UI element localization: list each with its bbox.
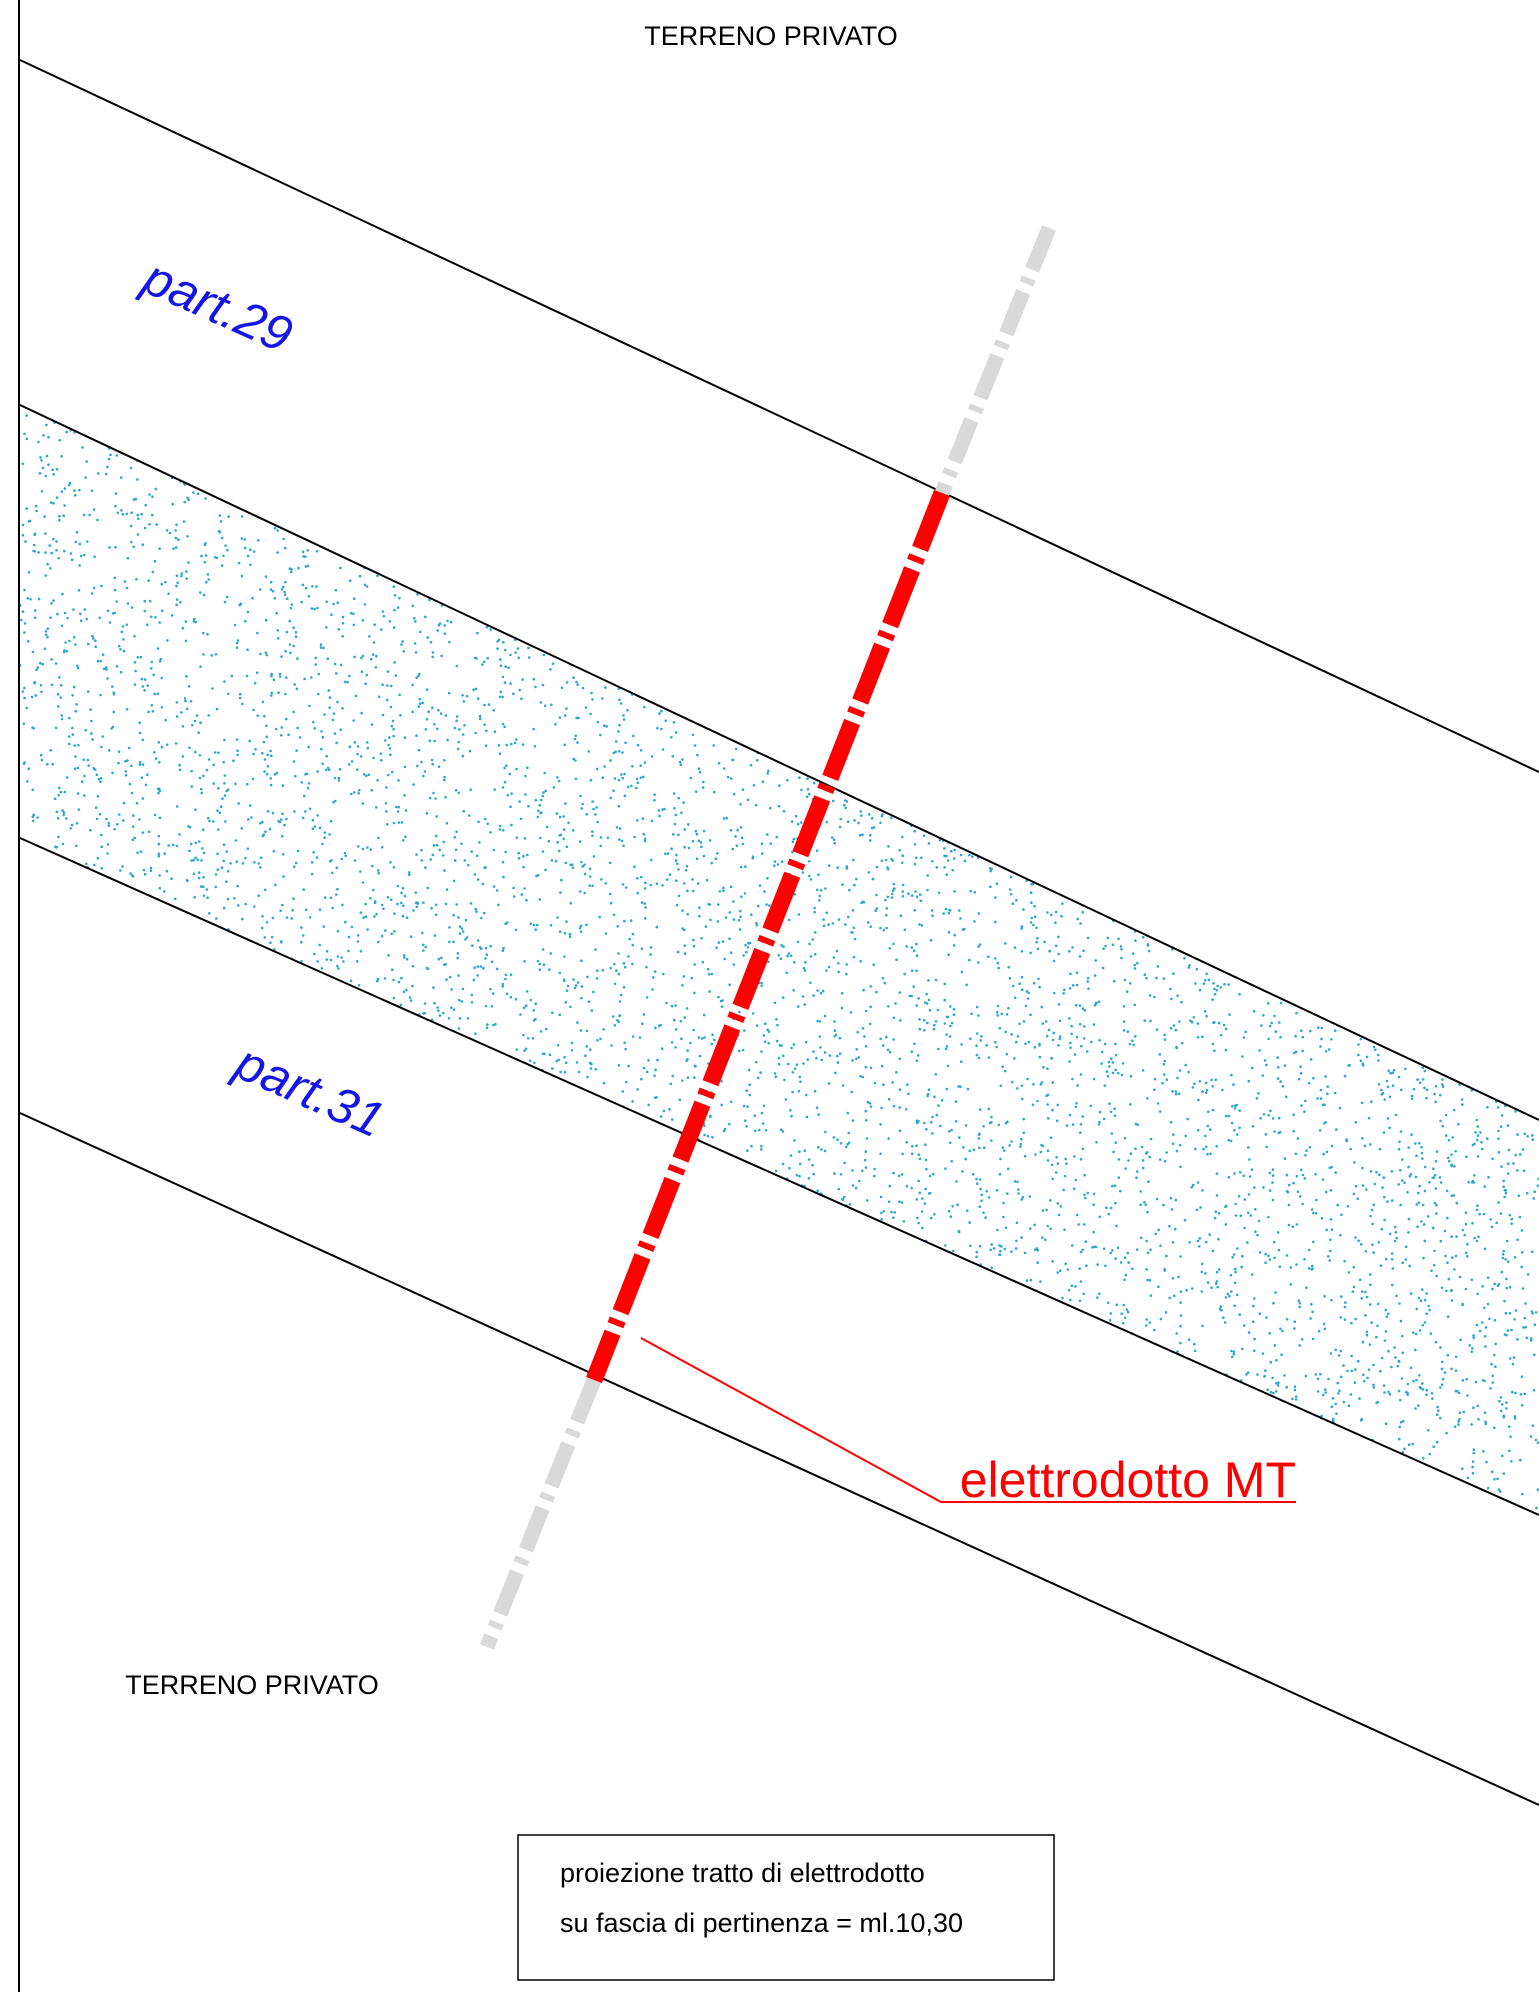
bottom-label: TERRENO PRIVATO	[125, 1670, 379, 1700]
note-line-1: proiezione tratto di elettrodotto	[560, 1858, 925, 1888]
power-line-label: elettrodotto MT	[960, 1452, 1296, 1508]
dotted-strip-hatch	[20, 414, 1539, 1510]
boundary-line-1	[19, 59, 1539, 773]
boundary-line-3	[19, 837, 1539, 1516]
power-line-mt	[586, 489, 950, 1384]
boundary-line-2	[19, 404, 1539, 1121]
power-line-leader	[640, 1337, 1296, 1503]
boundary-line-4	[19, 1112, 1539, 1806]
note-box	[517, 1834, 1055, 1981]
power-line-extension-lower	[480, 1377, 601, 1650]
note-line-2: su fascia di pertinenza = ml.10,30	[560, 1908, 963, 1938]
parcel-label-31: part.31	[226, 1033, 393, 1148]
top-label: TERRENO PRIVATO	[644, 21, 898, 51]
power-line-extension-upper	[935, 225, 1056, 496]
parcel-label-29: part.29	[134, 248, 301, 363]
